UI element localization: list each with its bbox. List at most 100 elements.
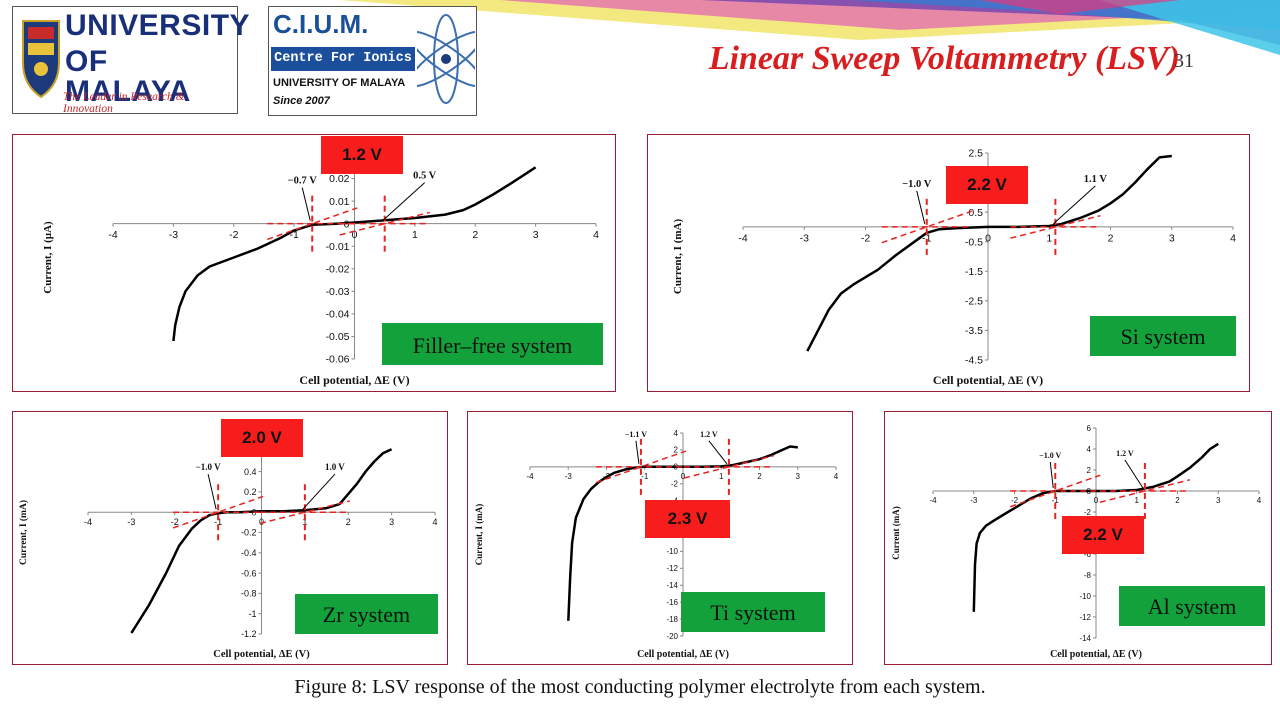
lsv-curve <box>130 448 393 634</box>
y-tick-label: -18 <box>666 615 678 624</box>
header-decoration <box>340 0 1280 55</box>
annotation-arrow <box>635 440 640 464</box>
um-name-line1: UNIVERSITY <box>65 9 251 42</box>
x-tick-label: 3 <box>389 517 394 527</box>
lsv-chart-si: 2.51.50.5-0.5-1.5-2.5-3.5-4.5-4-3-2-1012… <box>672 148 1236 387</box>
x-tick-label: 2 <box>472 229 478 241</box>
annotation-arrow <box>302 473 336 510</box>
y-tick-label: -0.6 <box>241 568 257 578</box>
tangent-line <box>881 210 972 244</box>
x-tick-label: -4 <box>929 496 937 505</box>
annotation-label: −1.0 V <box>196 462 221 472</box>
slide-title: Linear Sweep Voltammetry (LSV) <box>708 40 1180 77</box>
y-tick-label: -2.5 <box>965 296 983 308</box>
x-tick-label: 2 <box>1175 496 1180 505</box>
tangent-line <box>1010 214 1101 239</box>
tangent-line <box>1010 474 1101 508</box>
um-tagline: The Leader in Research & Innovation <box>63 91 185 115</box>
annotation-arrow <box>916 190 926 225</box>
x-tick-label: -4 <box>108 229 117 241</box>
window-badge-si: 2.2 V <box>946 166 1028 204</box>
x-tick-label: 0 <box>352 229 358 241</box>
cium-band: Centre For Ionics <box>271 47 415 71</box>
x-tick-label: 1 <box>1135 496 1140 505</box>
um-name-line2: OF MALAYA <box>65 45 191 108</box>
y-tick-label: -4.5 <box>965 355 983 367</box>
window-badge-ti: 2.3 V <box>645 500 730 538</box>
annotation-arrow <box>382 182 426 222</box>
cium-since: Since 2007 <box>273 95 330 107</box>
x-tick-label: -1 <box>1052 496 1060 505</box>
y-tick-label: -16 <box>666 598 678 607</box>
annotation-label: −1.0 V <box>902 179 932 190</box>
annotation-label: 1.2 V <box>1116 449 1134 458</box>
x-tick-label: -4 <box>738 232 747 244</box>
y-tick-label: 0 <box>344 218 350 230</box>
annotation-label: −0.7 V <box>288 176 318 187</box>
annotation-arrow <box>1124 459 1144 489</box>
y-tick-label: -2 <box>671 480 679 489</box>
x-tick-label: 0 <box>259 517 264 527</box>
y-axis-title: Current (mA) <box>891 506 901 560</box>
x-tick-label: 0 <box>1094 496 1099 505</box>
system-label-filler-free: Filler–free system <box>382 323 603 365</box>
x-tick-label: 3 <box>796 472 801 481</box>
x-tick-label: -3 <box>565 472 573 481</box>
lsv-chart-zr: 0.80.60.40.20-0.2-0.4-0.6-0.8-1-1.2-4-3-… <box>18 426 438 660</box>
window-badge-filler-free: 1.2 V <box>321 136 403 174</box>
annotation-label: −1.0 V <box>1039 451 1061 460</box>
x-tick-label: 4 <box>1257 496 1262 505</box>
y-tick-label: -14 <box>1079 634 1091 643</box>
y-tick-label: -1 <box>248 609 256 619</box>
x-tick-label: 4 <box>834 472 839 481</box>
y-tick-label: 4 <box>1087 445 1092 454</box>
y-tick-label: 0.01 <box>329 196 350 208</box>
x-tick-label: 4 <box>432 517 437 527</box>
x-tick-label: 2 <box>1108 232 1114 244</box>
x-tick-label: -1 <box>922 232 931 244</box>
crest-icon <box>22 20 60 99</box>
annotation-label: 1.0 V <box>325 462 345 472</box>
x-tick-label: -4 <box>526 472 534 481</box>
y-tick-label: -0.8 <box>241 589 257 599</box>
x-axis-title: Cell potential, ΔE (V) <box>1050 649 1142 660</box>
cium-university: UNIVERSITY OF MALAYA <box>273 77 406 89</box>
x-tick-label: -1 <box>641 472 649 481</box>
tangent-line <box>259 500 351 525</box>
x-tick-label: -1 <box>289 229 298 241</box>
x-axis-title: Cell potential, ΔE (V) <box>213 649 310 660</box>
university-of-malaya-logo: UNIVERSITY OF MALAYA The Leader in Resea… <box>12 6 250 115</box>
slide-number: 31 <box>1174 50 1194 72</box>
y-tick-label: -8 <box>1084 571 1092 580</box>
x-tick-label: 2 <box>346 517 351 527</box>
system-label-si: Si system <box>1090 316 1236 356</box>
figure-caption: Figure 8: LSV response of the most condu… <box>294 676 986 698</box>
y-tick-label: -1.5 <box>965 266 983 278</box>
y-tick-label: 2 <box>674 446 679 455</box>
annotation-label: 0.5 V <box>413 171 437 182</box>
tangent-line <box>1099 479 1191 503</box>
x-tick-label: -2 <box>229 229 238 241</box>
tangent-line <box>266 207 358 241</box>
x-axis-title: Cell potential, ΔE (V) <box>299 373 409 387</box>
annotation-arrow <box>708 440 728 465</box>
y-tick-label: 0.4 <box>244 467 257 477</box>
x-tick-label: -1 <box>214 517 222 527</box>
annotation-arrow <box>1053 185 1096 225</box>
x-tick-label: -3 <box>800 232 809 244</box>
y-tick-label: -0.06 <box>326 354 350 366</box>
atom-icon <box>417 14 475 104</box>
x-tick-label: -2 <box>171 517 179 527</box>
y-tick-label: 0.02 <box>329 173 350 185</box>
window-badge-al: 2.2 V <box>1062 516 1144 554</box>
x-tick-label: -2 <box>1011 496 1019 505</box>
y-tick-label: -0.04 <box>326 309 350 321</box>
system-label-ti: Ti system <box>681 592 825 632</box>
x-tick-label: -2 <box>861 232 870 244</box>
y-tick-label: 2.5 <box>968 148 983 160</box>
x-tick-label: 3 <box>1169 232 1175 244</box>
tangent-line <box>172 495 264 529</box>
x-tick-label: 1 <box>1046 232 1052 244</box>
y-tick-label: -20 <box>666 632 678 641</box>
lsv-curve <box>806 154 1172 352</box>
